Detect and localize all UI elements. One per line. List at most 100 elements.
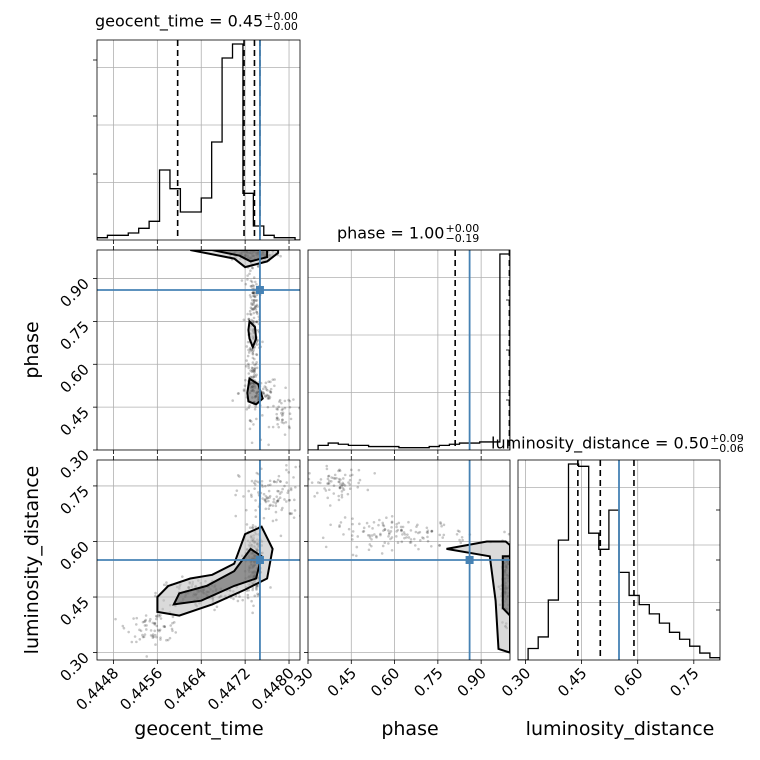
sample-point: [251, 588, 254, 592]
sample-point: [255, 235, 258, 238]
sample-point: [246, 274, 249, 277]
sample-point: [267, 396, 270, 400]
sample-point: [269, 390, 273, 394]
sample-point: [253, 366, 257, 370]
sample-point: [255, 352, 258, 356]
sample-point: [382, 524, 386, 528]
sample-point: [162, 625, 166, 628]
sample-point: [407, 520, 410, 524]
sample-point: [247, 351, 251, 354]
sample-point: [253, 292, 256, 295]
sample-point: [249, 279, 253, 283]
sample-point: [249, 284, 253, 288]
sample-point: [275, 495, 279, 498]
sample-point: [269, 532, 272, 535]
sample-point: [170, 627, 174, 631]
sample-point: [390, 548, 394, 552]
sample-point: [387, 529, 390, 532]
sample-point: [253, 357, 256, 361]
sample-point: [255, 588, 258, 591]
sample-point: [338, 525, 341, 529]
sample-point: [260, 479, 264, 483]
sample-point: [264, 386, 268, 389]
sample-point: [442, 533, 446, 537]
sample-point: [249, 269, 252, 273]
sample-point: [249, 349, 252, 352]
sample-point: [368, 536, 372, 539]
sample-point: [368, 534, 372, 537]
x-tick-label: 0.75: [410, 664, 446, 700]
x-tick-label: 0.4472: [204, 664, 254, 714]
sample-point: [512, 594, 515, 597]
sample-point: [267, 499, 270, 503]
sample-point: [255, 283, 258, 286]
sample-point: [461, 538, 464, 542]
sample-point: [268, 397, 271, 400]
sample-point: [154, 617, 158, 621]
sample-point: [114, 617, 117, 621]
sample-point: [381, 523, 385, 527]
sample-point: [252, 349, 255, 352]
sample-point: [325, 467, 329, 471]
sample-point: [238, 595, 241, 598]
sample-point: [251, 291, 255, 295]
sample-point: [250, 266, 254, 269]
y-tick-label: 0.30: [56, 446, 92, 482]
sample-point: [337, 477, 341, 481]
sample-point: [355, 545, 359, 549]
sample-point: [329, 480, 333, 483]
sample-point: [255, 343, 259, 347]
x-tick-label: 0.4464: [160, 664, 210, 714]
sample-point: [250, 479, 254, 483]
sample-point: [288, 405, 292, 409]
sample-point: [134, 623, 138, 626]
panel-frame: [307, 459, 511, 661]
sample-point: [249, 375, 252, 379]
sample-point: [348, 487, 352, 491]
sample-point: [330, 476, 333, 479]
sample-point: [335, 476, 338, 480]
sample-point: [265, 388, 268, 391]
sample-point: [171, 621, 174, 625]
sample-point: [253, 370, 256, 374]
sample-point: [333, 477, 337, 480]
sample-point: [324, 489, 328, 492]
sample-point: [276, 408, 279, 411]
sample-point: [439, 521, 442, 524]
sample-point: [379, 533, 382, 537]
sample-point: [310, 481, 314, 484]
sample-point: [278, 400, 281, 403]
sample-point: [401, 533, 404, 536]
sample-point: [399, 525, 403, 529]
sample-point: [215, 605, 219, 609]
sample-point: [409, 529, 413, 532]
sample-point: [262, 492, 266, 496]
sample-point: [252, 375, 256, 379]
sample-point: [254, 299, 258, 303]
sample-point: [415, 525, 418, 528]
sample-point: [256, 594, 260, 597]
panel-frame: [307, 249, 511, 451]
sample-point: [324, 545, 328, 549]
y-tick-label: 0.90: [56, 275, 92, 311]
sample-point: [273, 378, 276, 381]
sample-point: [317, 481, 320, 484]
sample-point: [252, 276, 256, 279]
marginal-geocent_time: [93, 39, 301, 244]
sample-point: [395, 522, 398, 526]
sample-point: [395, 530, 398, 533]
sample-point: [269, 503, 272, 507]
sample-point: [266, 388, 269, 392]
sample-point: [144, 614, 148, 617]
sample-point: [253, 483, 257, 486]
sample-point: [365, 521, 369, 525]
sample-point: [252, 316, 256, 320]
sample-point: [250, 369, 254, 372]
sample-point: [426, 529, 430, 533]
sample-point: [138, 638, 142, 641]
sample-point: [255, 353, 259, 357]
sample-point: [251, 308, 254, 311]
sample-point: [271, 378, 275, 381]
x-tick-label: 0.75: [666, 664, 702, 700]
